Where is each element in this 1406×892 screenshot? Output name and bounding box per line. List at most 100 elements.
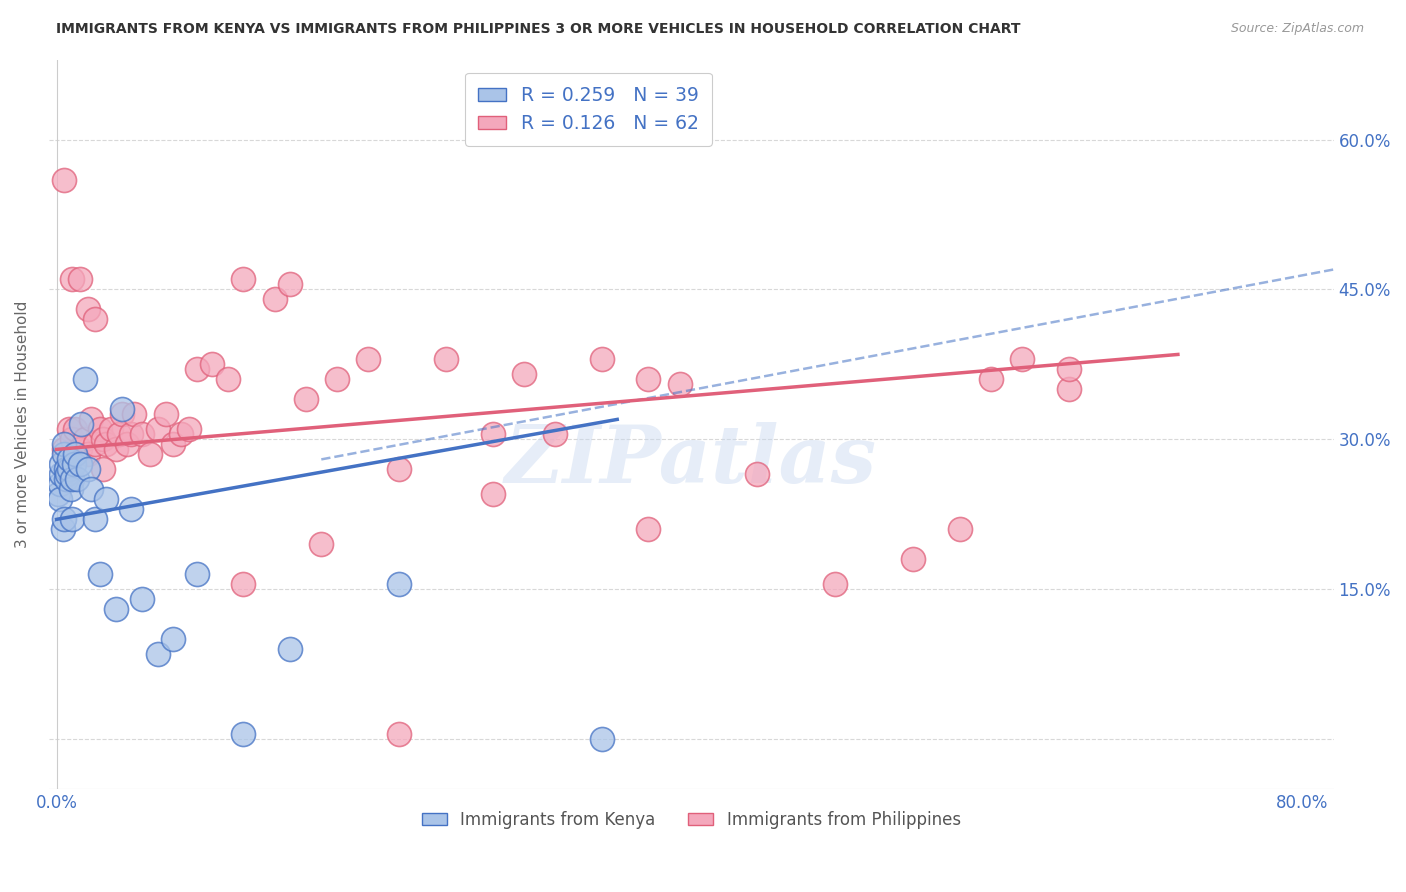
Point: [53, 442, 76, 457]
Legend: Immigrants from Kenya, Immigrants from Philippines: Immigrants from Kenya, Immigrants from P…: [415, 805, 967, 836]
Point: [124, 408, 146, 422]
Y-axis label: 3 or more Vehicles in Household: 3 or more Vehicles in Household: [15, 301, 30, 548]
Point: [53, 447, 76, 461]
Point: [186, 362, 208, 376]
Point: [111, 408, 134, 422]
Point: [388, 577, 411, 591]
Point: [1057, 362, 1080, 376]
Point: [70, 417, 93, 432]
Point: [326, 372, 349, 386]
Point: [53, 172, 76, 186]
Point: [76, 462, 98, 476]
Point: [84, 312, 107, 326]
Point: [60, 472, 83, 486]
Point: [637, 522, 659, 536]
Point: [60, 512, 83, 526]
Point: [131, 427, 153, 442]
Point: [120, 502, 142, 516]
Point: [60, 433, 83, 447]
Point: [59, 483, 82, 497]
Point: [111, 402, 134, 417]
Point: [48, 477, 70, 491]
Point: [55, 462, 77, 476]
Point: [201, 358, 224, 372]
Point: [294, 392, 316, 407]
Point: [51, 458, 73, 472]
Point: [901, 552, 924, 566]
Point: [388, 462, 411, 476]
Point: [513, 368, 536, 382]
Point: [51, 467, 73, 482]
Point: [232, 727, 254, 741]
Point: [46, 487, 69, 501]
Point: [104, 442, 127, 457]
Point: [91, 462, 114, 476]
Point: [73, 433, 96, 447]
Point: [58, 422, 80, 436]
Point: [481, 427, 503, 442]
Point: [949, 522, 972, 536]
Point: [76, 302, 98, 317]
Point: [311, 537, 333, 551]
Point: [217, 372, 239, 386]
Point: [263, 293, 285, 307]
Point: [115, 437, 138, 451]
Point: [69, 458, 91, 472]
Point: [96, 437, 118, 451]
Point: [1057, 383, 1080, 397]
Point: [96, 492, 118, 507]
Point: [668, 377, 690, 392]
Point: [66, 472, 89, 486]
Point: [80, 483, 103, 497]
Point: [481, 487, 503, 501]
Point: [73, 372, 96, 386]
Point: [108, 427, 131, 442]
Point: [544, 427, 567, 442]
Point: [65, 422, 87, 436]
Point: [434, 352, 457, 367]
Point: [177, 422, 200, 436]
Point: [278, 642, 301, 657]
Text: Source: ZipAtlas.com: Source: ZipAtlas.com: [1230, 22, 1364, 36]
Point: [55, 472, 77, 486]
Point: [53, 512, 76, 526]
Point: [139, 447, 162, 461]
Point: [89, 567, 111, 582]
Point: [146, 422, 169, 436]
Point: [89, 422, 111, 436]
Text: IMMIGRANTS FROM KENYA VS IMMIGRANTS FROM PHILIPPINES 3 OR MORE VEHICLES IN HOUSE: IMMIGRANTS FROM KENYA VS IMMIGRANTS FROM…: [56, 22, 1021, 37]
Point: [56, 467, 79, 482]
Point: [69, 272, 91, 286]
Point: [58, 452, 80, 467]
Point: [591, 732, 613, 747]
Point: [65, 447, 87, 461]
Point: [824, 577, 846, 591]
Point: [162, 632, 184, 647]
Point: [278, 277, 301, 292]
Point: [52, 522, 75, 536]
Point: [131, 592, 153, 607]
Point: [162, 437, 184, 451]
Point: [76, 447, 98, 461]
Point: [84, 437, 107, 451]
Point: [104, 602, 127, 616]
Point: [170, 427, 193, 442]
Point: [591, 352, 613, 367]
Point: [232, 577, 254, 591]
Point: [637, 372, 659, 386]
Point: [62, 458, 84, 472]
Point: [186, 567, 208, 582]
Point: [120, 427, 142, 442]
Point: [53, 437, 76, 451]
Point: [60, 272, 83, 286]
Point: [232, 272, 254, 286]
Point: [357, 352, 380, 367]
Point: [58, 462, 80, 476]
Point: [91, 433, 114, 447]
Point: [69, 442, 91, 457]
Point: [146, 648, 169, 662]
Point: [980, 372, 1002, 386]
Point: [84, 512, 107, 526]
Point: [100, 422, 122, 436]
Point: [155, 408, 177, 422]
